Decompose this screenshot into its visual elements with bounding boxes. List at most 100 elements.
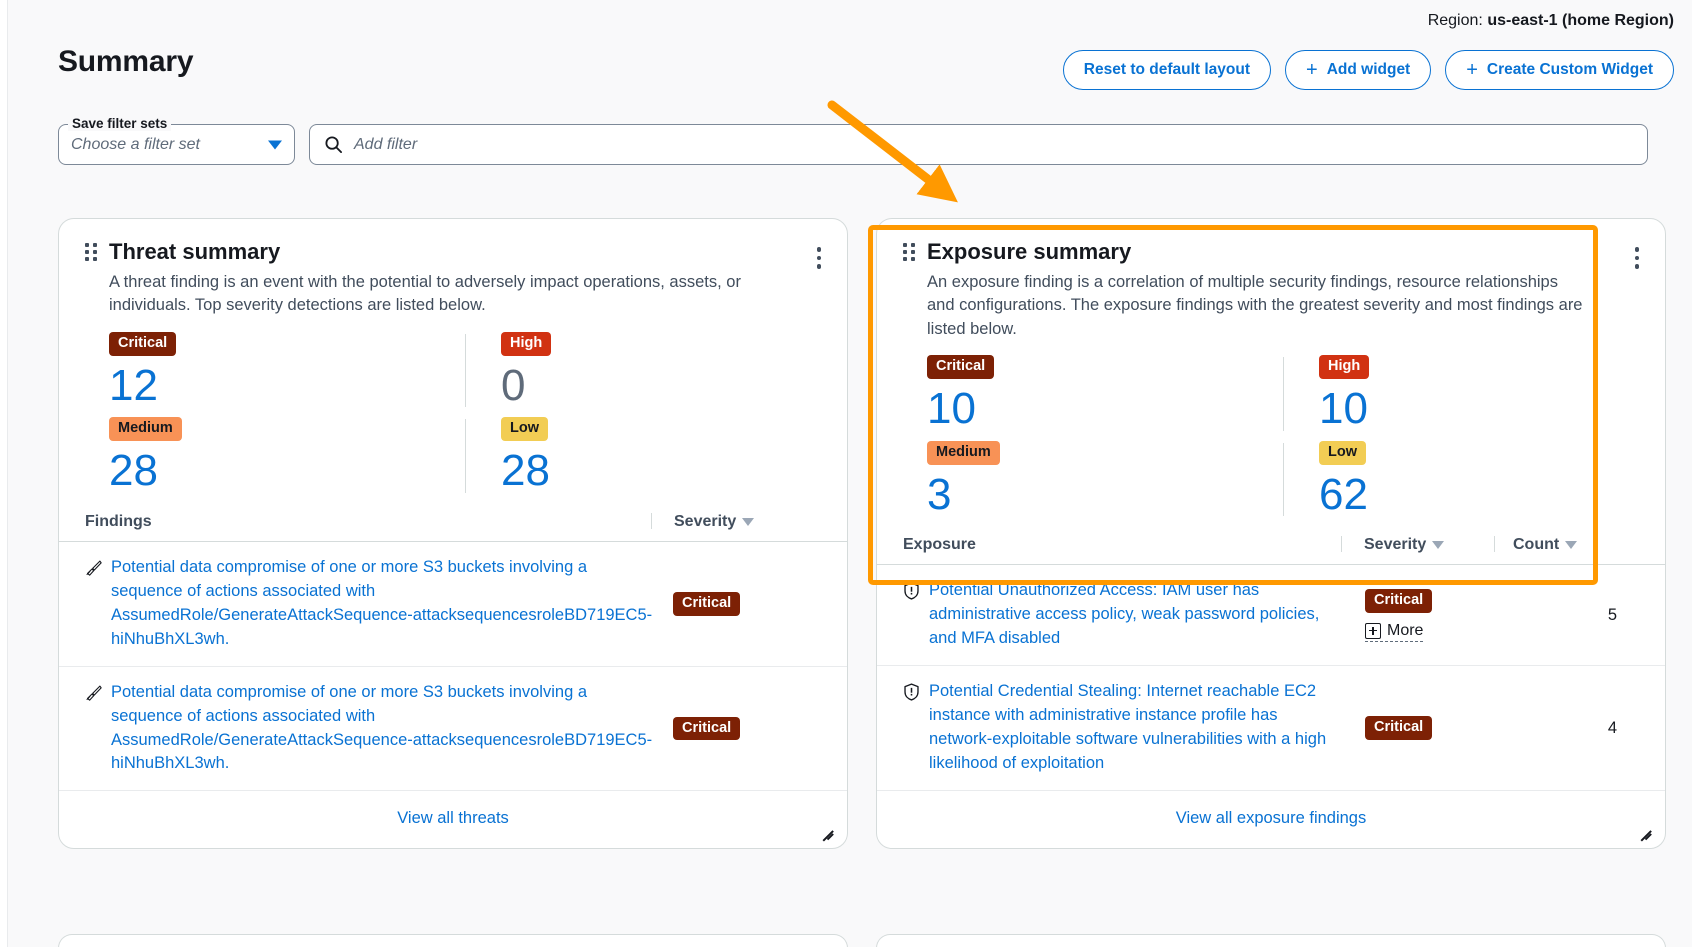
- add-widget-button[interactable]: + Add widget: [1285, 50, 1432, 90]
- status-badge: Critical: [109, 331, 177, 356]
- create-custom-widget-label: Create Custom Widget: [1486, 60, 1653, 78]
- threat-finding-cell: Potential data compromise of one or more…: [85, 556, 655, 652]
- threat-row-severity: Critical: [655, 716, 815, 741]
- view-all-threats-link[interactable]: View all threats: [397, 809, 509, 828]
- exposure-high-count: 10: [1319, 383, 1368, 433]
- column-header-exposure[interactable]: Exposure: [903, 536, 976, 554]
- threat-critical-count: 12: [109, 360, 158, 410]
- exposure-widget-title: Exposure summary: [927, 239, 1132, 264]
- region-indicator: Region: us-east-1 (home Region): [1428, 12, 1674, 30]
- header-actions: Reset to default layout + Add widget + C…: [1062, 50, 1674, 90]
- column-divider: [651, 513, 652, 529]
- sort-descending-icon: [1432, 541, 1445, 550]
- more-severities-button[interactable]: More: [1365, 621, 1424, 642]
- exposure-finding-cell: Potential Credential Stealing: Internet …: [903, 680, 1343, 776]
- more-label: More: [1387, 621, 1424, 639]
- status-badge: Low: [501, 417, 548, 442]
- left-nav-rail: [0, 0, 8, 947]
- region-label: Region:: [1427, 12, 1483, 29]
- threat-low-count: 28: [501, 446, 550, 496]
- exposure-widget-header: Exposure summary: [903, 239, 1639, 265]
- threat-card-footer: View all threats: [59, 791, 847, 848]
- resize-handle[interactable]: [1637, 820, 1652, 842]
- status-badge: Medium: [927, 440, 1000, 465]
- threat-finding-cell: Potential data compromise of one or more…: [85, 681, 655, 777]
- next-row-widgets-peek: [58, 934, 1666, 947]
- exposure-severity-critical[interactable]: Critical 10: [927, 355, 1283, 441]
- exposure-finding-link[interactable]: Potential Credential Stealing: Internet …: [929, 682, 1327, 772]
- widget-peek-right: [876, 934, 1666, 947]
- shield-alert-icon: [904, 683, 919, 701]
- table-row[interactable]: Potential data compromise of one or more…: [59, 542, 847, 667]
- threat-medium-count: 28: [109, 446, 158, 496]
- threat-severity-high[interactable]: High 0: [465, 331, 821, 418]
- exposure-severity-medium[interactable]: Medium 3: [927, 440, 1283, 527]
- exposure-summary-widget: Exposure summary An exposure finding is …: [876, 218, 1666, 850]
- add-widget-label: Add widget: [1326, 60, 1411, 78]
- exposure-finding-link[interactable]: Potential Unauthorized Access: IAM user …: [929, 581, 1320, 648]
- exposure-medium-count: 3: [927, 469, 952, 519]
- threat-severity-critical[interactable]: Critical 12: [109, 331, 465, 418]
- reset-to-default-layout-button[interactable]: Reset to default layout: [1062, 50, 1272, 90]
- threat-summary-widget: Threat summary A threat finding is an ev…: [58, 218, 848, 850]
- threat-high-count: 0: [501, 360, 526, 410]
- exposure-table-header: Exposure Severity Count: [877, 536, 1665, 566]
- status-badge: High: [501, 331, 552, 356]
- column-header-findings[interactable]: Findings: [85, 513, 152, 530]
- page-title: Summary: [58, 45, 194, 78]
- filter-set-legend: Save filter sets: [68, 116, 172, 131]
- threat-widget-menu-button[interactable]: [813, 243, 826, 273]
- exposure-row-severity: Critical: [1343, 716, 1495, 740]
- table-row[interactable]: Potential Credential Stealing: Internet …: [877, 666, 1665, 791]
- status-badge: Critical: [1365, 588, 1433, 613]
- exposure-severity-high[interactable]: High 10: [1283, 355, 1639, 441]
- table-row[interactable]: Potential data compromise of one or more…: [59, 667, 847, 792]
- create-custom-widget-button[interactable]: + Create Custom Widget: [1445, 50, 1674, 90]
- status-badge: Critical: [1365, 716, 1433, 740]
- sort-descending-icon: [742, 518, 755, 526]
- exposure-row-count: 5: [1607, 605, 1617, 624]
- exposure-widget-menu-button[interactable]: [1631, 243, 1644, 273]
- status-badge: Critical: [673, 716, 741, 741]
- sword-icon: [86, 560, 102, 576]
- column-header-severity[interactable]: Severity: [652, 513, 755, 531]
- view-all-exposure-findings-link[interactable]: View all exposure findings: [1175, 809, 1367, 828]
- resize-handle[interactable]: [819, 820, 834, 842]
- add-filter-input[interactable]: Add filter: [309, 124, 1648, 165]
- exposure-card-footer: View all exposure findings: [877, 791, 1665, 848]
- table-row[interactable]: Potential Unauthorized Access: IAM user …: [877, 565, 1665, 667]
- drag-handle-icon[interactable]: [85, 243, 97, 261]
- column-header-severity[interactable]: Severity: [1342, 536, 1494, 554]
- threat-severity-medium[interactable]: Medium 28: [109, 417, 465, 503]
- exposure-severity-low[interactable]: Low 62: [1283, 440, 1639, 527]
- drag-handle-icon[interactable]: [903, 243, 915, 261]
- plus-box-icon: [1365, 622, 1381, 639]
- exposure-finding-cell: Potential Unauthorized Access: IAM user …: [903, 579, 1343, 651]
- filter-set-select[interactable]: Save filter sets Choose a filter set: [58, 116, 295, 165]
- add-filter-placeholder: Add filter: [354, 135, 418, 153]
- shield-alert-icon: [904, 582, 919, 601]
- reset-button-label: Reset to default layout: [1083, 60, 1251, 78]
- exposure-critical-count: 10: [927, 383, 976, 433]
- status-badge: High: [1319, 355, 1370, 379]
- chevron-down-icon: [268, 140, 282, 149]
- exposure-findings-table: Exposure Severity Count: [877, 536, 1665, 791]
- threat-widget-header: Threat summary: [85, 239, 821, 265]
- status-badge: Critical: [927, 355, 995, 379]
- threat-finding-link[interactable]: Potential data compromise of one or more…: [111, 682, 653, 773]
- filter-set-value: Choose a filter set: [71, 135, 200, 153]
- threat-widget-title: Threat summary: [109, 239, 281, 264]
- threat-findings-table: Findings Severity: [59, 513, 847, 792]
- status-badge: Medium: [109, 417, 182, 442]
- threat-finding-link[interactable]: Potential data compromise of one or more…: [111, 558, 653, 648]
- exposure-row-count: 4: [1607, 718, 1617, 737]
- region-value: us-east-1 (home Region): [1487, 12, 1674, 29]
- status-badge: Critical: [673, 592, 741, 616]
- plus-icon: +: [1306, 59, 1318, 81]
- column-header-count[interactable]: Count: [1495, 536, 1578, 554]
- sort-descending-icon: [1565, 541, 1578, 550]
- widgets-grid: Threat summary A threat finding is an ev…: [58, 218, 1666, 850]
- sword-icon: [86, 685, 102, 701]
- threat-severity-low[interactable]: Low 28: [465, 417, 821, 503]
